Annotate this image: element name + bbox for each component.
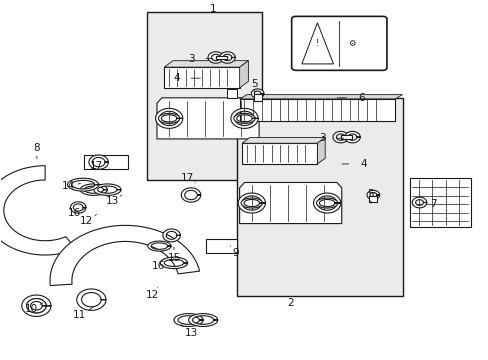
FancyBboxPatch shape: [291, 17, 386, 70]
Bar: [215, 56, 227, 59]
Bar: [84, 155, 127, 169]
Polygon shape: [147, 241, 171, 251]
Polygon shape: [230, 108, 258, 129]
Text: 5: 5: [367, 189, 373, 199]
Text: 3: 3: [318, 133, 325, 143]
Text: ⚙: ⚙: [347, 39, 354, 48]
Text: 9: 9: [232, 248, 239, 258]
Polygon shape: [188, 314, 217, 327]
Text: 11: 11: [72, 310, 85, 320]
Polygon shape: [174, 314, 203, 327]
Polygon shape: [313, 193, 340, 213]
Polygon shape: [316, 198, 337, 208]
Polygon shape: [227, 89, 237, 98]
Bar: [409, 178, 469, 227]
Text: 4: 4: [173, 73, 180, 83]
Text: 17: 17: [89, 161, 102, 171]
Bar: [253, 94, 261, 101]
Bar: [164, 67, 239, 88]
Polygon shape: [89, 155, 108, 169]
Polygon shape: [181, 188, 201, 202]
Polygon shape: [163, 229, 180, 242]
Polygon shape: [241, 198, 262, 208]
Text: 15: 15: [167, 252, 180, 262]
Polygon shape: [155, 108, 183, 129]
Text: 6: 6: [357, 93, 364, 103]
Polygon shape: [50, 225, 199, 285]
Text: 1: 1: [209, 4, 216, 14]
Text: 17: 17: [181, 173, 194, 183]
Bar: [369, 196, 376, 202]
Polygon shape: [22, 295, 51, 316]
Polygon shape: [158, 113, 180, 123]
Polygon shape: [67, 178, 99, 191]
Polygon shape: [242, 138, 325, 143]
Polygon shape: [239, 95, 402, 99]
Polygon shape: [239, 183, 341, 224]
Polygon shape: [70, 202, 86, 213]
Polygon shape: [344, 131, 360, 143]
Text: 4: 4: [360, 159, 366, 169]
Polygon shape: [27, 298, 46, 313]
Text: 16: 16: [151, 261, 164, 271]
Text: 12: 12: [80, 216, 93, 226]
Bar: [237, 98, 402, 296]
Text: 8: 8: [34, 143, 40, 153]
Text: 2: 2: [287, 298, 293, 308]
Polygon shape: [317, 138, 325, 164]
Polygon shape: [239, 61, 248, 88]
Text: 14: 14: [61, 181, 75, 191]
Polygon shape: [77, 289, 106, 310]
Text: 7: 7: [429, 199, 436, 209]
Polygon shape: [219, 52, 235, 63]
Bar: [147, 12, 261, 180]
Polygon shape: [233, 113, 255, 123]
Bar: [239, 99, 394, 121]
Polygon shape: [366, 190, 379, 200]
Polygon shape: [0, 166, 75, 255]
Polygon shape: [332, 131, 348, 143]
Bar: [242, 143, 317, 164]
Text: 12: 12: [145, 290, 159, 300]
Polygon shape: [160, 257, 187, 269]
Text: 13: 13: [184, 328, 197, 338]
Polygon shape: [251, 89, 264, 98]
Polygon shape: [207, 52, 223, 63]
Text: !: !: [315, 39, 318, 48]
Polygon shape: [164, 61, 248, 67]
Bar: [205, 239, 237, 253]
Text: 16: 16: [67, 208, 81, 218]
Text: 13: 13: [105, 197, 119, 206]
Text: 5: 5: [250, 78, 257, 89]
Text: 3: 3: [187, 54, 194, 64]
Polygon shape: [157, 98, 259, 139]
Polygon shape: [94, 184, 121, 195]
Bar: [340, 135, 352, 139]
Polygon shape: [411, 197, 426, 208]
Text: 10: 10: [25, 304, 38, 314]
Polygon shape: [301, 23, 333, 64]
Polygon shape: [80, 184, 107, 195]
Polygon shape: [238, 193, 265, 213]
